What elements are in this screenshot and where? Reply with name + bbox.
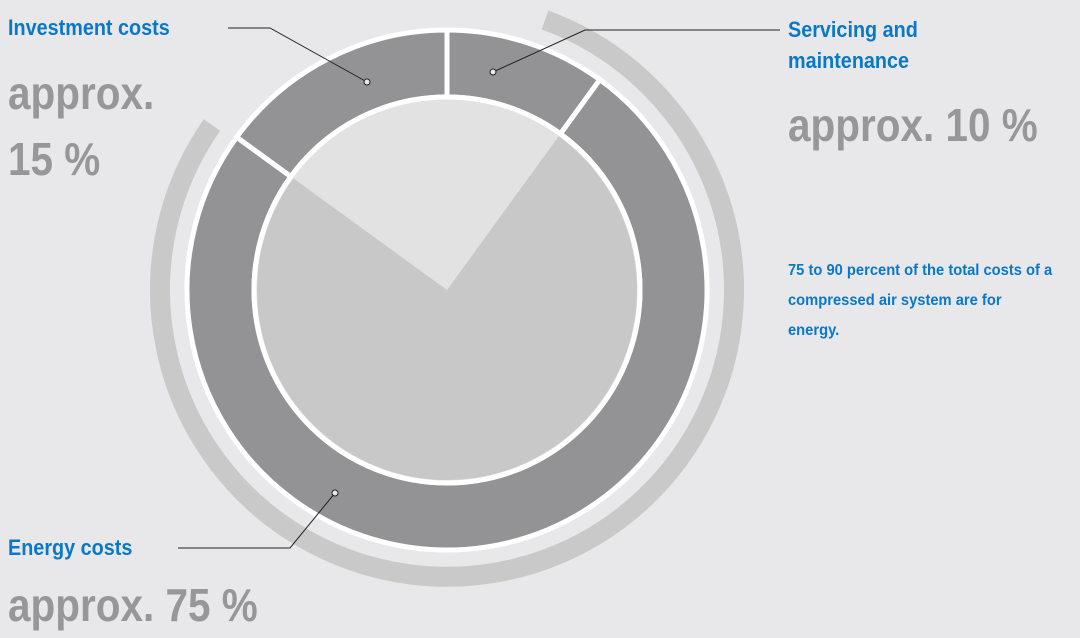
leader-line bbox=[228, 27, 368, 83]
leader-dot bbox=[331, 489, 339, 497]
value-label: approx. 10 % bbox=[788, 99, 1038, 151]
inner-wedge bbox=[256, 136, 637, 480]
range-arc bbox=[150, 10, 744, 587]
category-label: Investment costs bbox=[8, 15, 170, 40]
leader-line bbox=[492, 29, 780, 73]
value-label: approx. 75 % bbox=[8, 579, 258, 631]
category-label: Energy costs bbox=[8, 535, 133, 560]
leader-line bbox=[178, 492, 336, 549]
leaders bbox=[178, 27, 780, 549]
leader-dot bbox=[489, 68, 497, 76]
note: 75 to 90 percent of the total costs of a… bbox=[788, 262, 1053, 339]
value-label: approx. 15 % bbox=[8, 67, 155, 185]
leader-dot bbox=[363, 78, 371, 86]
category-label: Servicing and maintenance bbox=[788, 17, 918, 73]
segments bbox=[184, 27, 710, 553]
